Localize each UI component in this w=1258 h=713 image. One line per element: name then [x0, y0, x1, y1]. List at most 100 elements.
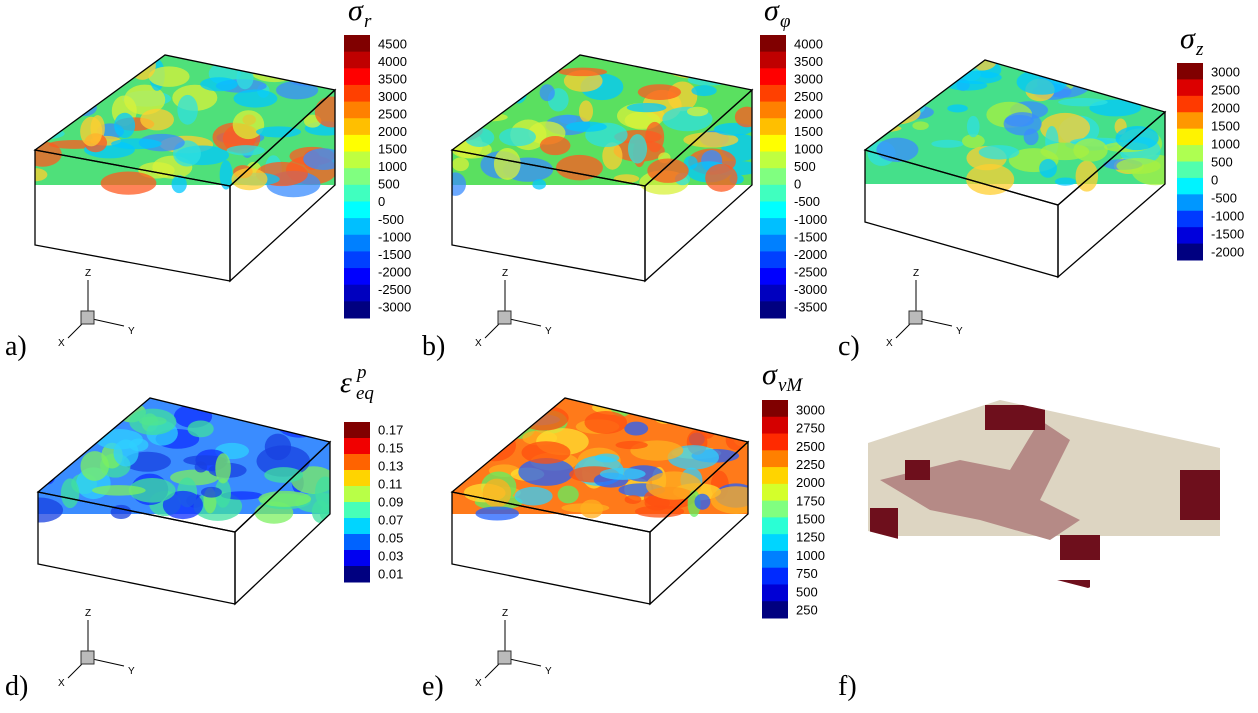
axis-label: X	[58, 338, 65, 349]
colorbar-band	[1177, 227, 1203, 244]
contour-blob	[1095, 50, 1144, 79]
contour-blob	[38, 67, 54, 78]
grain-block	[870, 508, 898, 548]
colorbar-tick-label: 1000	[796, 548, 825, 563]
contour-blob	[645, 122, 664, 152]
colorbar-tick-label: -1000	[794, 212, 827, 227]
contour-blob	[1055, 177, 1076, 185]
colorbar-tick-label: 4000	[794, 36, 823, 51]
colorbar-band	[344, 438, 370, 455]
colorbar-subscript: z	[1195, 39, 1204, 60]
contour-blob	[876, 138, 918, 162]
contour-blob	[492, 74, 509, 90]
colorbar-tick-label: -3000	[378, 299, 411, 314]
colorbar-tick-label: -1000	[378, 229, 411, 244]
contour-blob	[694, 494, 710, 510]
colorbar-tick-label: 1750	[796, 493, 825, 508]
colorbar-tick-label: 0	[378, 194, 385, 209]
contour-blob	[41, 466, 56, 485]
colorbar-band	[1177, 79, 1203, 96]
colorbar-tick-label: -2000	[378, 264, 411, 279]
contour-blob	[671, 396, 688, 408]
colorbar-band	[344, 85, 370, 102]
figure: a)450040003500300025002000150010005000-5…	[0, 0, 1258, 713]
contour-blob	[855, 72, 887, 104]
contour-blob	[30, 69, 78, 100]
colorbar-tick-label: -1500	[794, 229, 827, 244]
contour-blob	[670, 397, 710, 426]
colorbar-band	[760, 285, 786, 302]
colorbar-band	[762, 501, 788, 518]
panel: e)30002750250022502000175015001250100075…	[422, 358, 825, 702]
contour-blob	[947, 104, 968, 112]
colorbar-band	[344, 422, 370, 439]
colorbar-tick-label: 2000	[378, 124, 407, 139]
panel-label: f)	[838, 671, 857, 702]
axis-cube	[81, 311, 94, 324]
contour-blob	[201, 487, 222, 498]
contour-blob	[296, 401, 343, 418]
colorbar-tick-label: 0.03	[378, 548, 403, 563]
contour-blob	[264, 467, 303, 483]
colorbar-band	[760, 235, 786, 252]
colorbar-band	[762, 601, 788, 618]
panel: b)40003500300025002000150010005000-500-1…	[422, 0, 827, 362]
contour-blob	[615, 441, 647, 449]
contour-blob	[540, 136, 571, 155]
colorbar-tick-label: 2500	[796, 439, 825, 454]
contour-blob	[303, 148, 344, 170]
contour-blob	[519, 406, 568, 431]
contour-blob	[566, 121, 607, 131]
colorbar-band	[760, 201, 786, 218]
axis-label: Y	[956, 326, 963, 337]
axis-label: X	[886, 338, 893, 349]
contour-blob	[31, 444, 69, 452]
colorbar-band	[344, 454, 370, 471]
contour-blob	[614, 174, 639, 183]
contour-blob	[188, 420, 214, 437]
contour-blob	[1058, 98, 1108, 106]
contour-blob	[74, 53, 98, 77]
contour-blob	[1116, 126, 1159, 150]
contour-blob	[236, 385, 263, 411]
colorbar-tick-label: 3500	[794, 54, 823, 69]
colorbar-tick-label: 2750	[796, 421, 825, 436]
colorbar-band	[760, 301, 786, 318]
contour-blob	[660, 399, 699, 414]
contour-blob	[215, 453, 231, 483]
contour-blob	[912, 121, 928, 130]
colorbar-tick-label: 2250	[796, 457, 825, 472]
colorbar-band	[344, 534, 370, 551]
contour-blob	[265, 434, 291, 461]
contour-blob	[891, 70, 921, 79]
panel: f)	[838, 400, 1230, 702]
contour-blob	[287, 66, 321, 74]
contour-blob	[867, 101, 920, 125]
colorbar-symbol: σ	[1180, 22, 1196, 55]
contour-blob	[234, 89, 278, 107]
contour-blob	[532, 179, 546, 189]
contour-blob	[1116, 158, 1160, 174]
colorbar-tick-label: 0.11	[378, 476, 402, 491]
colorbar-tick-label: -2000	[1211, 244, 1244, 259]
colorbar-tick-label: 0.15	[378, 440, 403, 455]
contour-blob	[579, 100, 593, 122]
contour-blob	[967, 116, 980, 137]
panel-label: c)	[838, 331, 860, 362]
contour-blob	[475, 506, 519, 520]
colorbar-tick-label: 1000	[378, 159, 407, 174]
colorbar-tick-label: 250	[796, 602, 818, 617]
colorbar-band	[344, 486, 370, 503]
colorbar-band	[344, 68, 370, 85]
contour-blob	[625, 495, 642, 504]
box	[868, 400, 1230, 620]
contour-blob	[473, 113, 507, 121]
colorbar-band	[1177, 145, 1203, 162]
colorbar-band	[344, 502, 370, 519]
contour-blob	[1004, 112, 1042, 135]
axis-cube	[81, 651, 94, 664]
colorbar-symbol: σ	[348, 0, 364, 27]
contour-blob	[863, 83, 897, 104]
colorbar-tick-label: 750	[796, 566, 818, 581]
colorbar-tick-label: -2500	[378, 282, 411, 297]
